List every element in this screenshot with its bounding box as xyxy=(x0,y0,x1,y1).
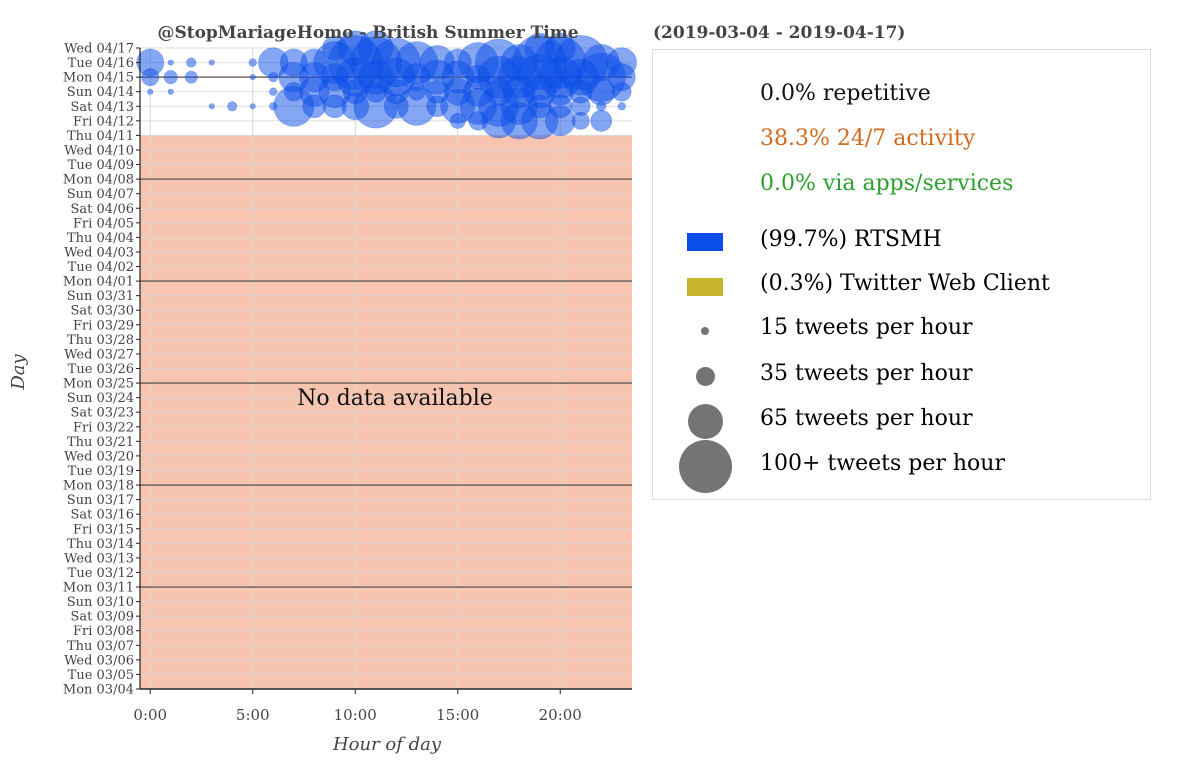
y-tick-label: Thu 04/04 xyxy=(67,231,134,246)
y-tick-label: Fri 03/08 xyxy=(73,624,134,639)
x-tick-label: 10:00 xyxy=(334,706,377,724)
y-tick-label: Wed 04/17 xyxy=(64,42,134,57)
y-tick-label: Tue 03/26 xyxy=(68,362,134,377)
legend-size-100: 100+ tweets per hour xyxy=(760,451,1005,476)
x-axis-label: Hour of day xyxy=(332,734,442,755)
legend-size-dot-65 xyxy=(688,404,723,439)
y-tick-label: Wed 04/10 xyxy=(64,143,134,158)
y-tick-label: Sat 04/13 xyxy=(71,100,134,115)
y-tick-label: Sun 03/10 xyxy=(67,595,134,610)
y-axis-label: Day xyxy=(8,354,29,391)
y-tick-label: Sat 03/30 xyxy=(71,304,134,319)
data-point xyxy=(184,70,198,84)
x-tick-labels: 0:00 5:00 10:00 15:00 20:00 xyxy=(133,706,581,724)
legend-size-15: 15 tweets per hour xyxy=(760,315,973,340)
data-points xyxy=(136,30,637,140)
data-point xyxy=(617,102,626,111)
data-point xyxy=(147,88,154,95)
y-tick-label: Mon 03/25 xyxy=(63,377,134,392)
y-tick-label: Thu 03/14 xyxy=(67,537,134,552)
data-point xyxy=(208,103,215,110)
legend-size-dot-15 xyxy=(701,327,709,335)
y-tick-label: Sun 03/24 xyxy=(67,391,134,406)
no-data-label: No data available xyxy=(297,386,493,411)
data-point xyxy=(136,48,165,77)
y-tick-label: Mon 04/01 xyxy=(63,275,134,290)
data-point xyxy=(227,101,238,112)
y-tick-label: Tue 03/12 xyxy=(68,566,134,581)
data-point xyxy=(186,57,197,68)
y-tick-label: Tue 04/16 xyxy=(68,56,134,71)
y-tick-label: Fri 03/29 xyxy=(73,318,134,333)
y-tick-label: Fri 03/22 xyxy=(73,420,134,435)
y-tick-label: Fri 04/05 xyxy=(73,216,134,231)
y-tick-label: Thu 03/21 xyxy=(67,435,134,450)
y-tick-label: Sat 03/09 xyxy=(71,610,134,625)
y-tick-label: Sat 03/23 xyxy=(71,406,134,421)
y-tick-label: Mon 04/08 xyxy=(63,173,134,188)
y-tick-label: Wed 03/20 xyxy=(64,449,134,464)
y-tick-label: Mon 03/04 xyxy=(63,683,134,698)
data-point xyxy=(545,32,576,64)
axes xyxy=(136,47,632,694)
legend-size-dot-100 xyxy=(679,440,732,493)
y-tick-label: Thu 04/11 xyxy=(67,129,134,144)
legend-source-twitter-web-client: (0.3%) Twitter Web Client xyxy=(760,271,1050,296)
data-point xyxy=(358,30,394,66)
data-point xyxy=(248,58,257,67)
legend-size-65: 65 tweets per hour xyxy=(760,406,973,431)
x-tick-label: 0:00 xyxy=(133,706,167,724)
legend-source-rtsmh: (99.7%) RTSMH xyxy=(760,227,942,252)
data-point xyxy=(163,70,178,85)
data-point xyxy=(208,59,215,66)
y-tick-label: Mon 03/18 xyxy=(63,479,134,494)
y-tick-label: Mon 03/11 xyxy=(63,581,134,596)
data-point xyxy=(269,87,278,96)
y-tick-label: Wed 03/13 xyxy=(64,551,134,566)
data-point xyxy=(249,103,256,110)
y-tick-label: Fri 04/12 xyxy=(73,114,134,129)
y-tick-label: Thu 03/28 xyxy=(67,333,134,348)
y-tick-label: Sun 04/07 xyxy=(67,187,134,202)
x-tick-label: 15:00 xyxy=(436,706,479,724)
y-tick-label: Wed 04/03 xyxy=(64,245,134,260)
legend-size-35: 35 tweets per hour xyxy=(760,361,973,386)
legend-stat-apps-services: 0.0% via apps/services xyxy=(760,171,1014,196)
y-tick-label: Fri 03/15 xyxy=(73,522,134,537)
y-tick-label: Tue 03/05 xyxy=(68,668,134,683)
date-range-label: (2019-03-04 - 2019-04-17) xyxy=(653,23,905,43)
y-tick-label: Tue 04/02 xyxy=(68,260,134,275)
x-tick-label: 5:00 xyxy=(236,706,270,724)
data-point xyxy=(167,88,174,95)
y-tick-label: Tue 04/09 xyxy=(68,158,134,173)
data-point xyxy=(167,59,174,66)
data-point xyxy=(590,109,613,132)
y-tick-label: Sun 03/31 xyxy=(67,289,134,304)
legend-swatch-twitter-web-client xyxy=(687,278,723,296)
y-tick-label: Thu 03/07 xyxy=(67,639,134,654)
y-tick-label: Wed 03/06 xyxy=(64,653,134,668)
legend: 0.0% repetitive 38.3% 24/7 activity 0.0%… xyxy=(652,49,1151,500)
x-tick-label: 20:00 xyxy=(539,706,582,724)
chart-title: @StopMariageHomo - British Summer Time xyxy=(157,23,578,43)
y-tick-label: Wed 03/27 xyxy=(64,347,134,362)
data-point xyxy=(606,47,637,78)
legend-size-dot-35 xyxy=(696,367,715,386)
legend-stat-24-7-activity: 38.3% 24/7 activity xyxy=(760,126,976,151)
y-tick-label: Sun 03/17 xyxy=(67,493,134,508)
legend-stat-repetitive: 0.0% repetitive xyxy=(760,81,931,106)
y-tick-label: Sat 03/16 xyxy=(71,508,134,523)
data-point xyxy=(249,74,256,81)
legend-swatch-rtsmh xyxy=(687,233,723,251)
y-tick-label: Tue 03/19 xyxy=(68,464,134,479)
y-tick-label: Sat 04/06 xyxy=(71,202,134,217)
y-tick-label: Sun 04/14 xyxy=(67,85,134,100)
y-tick-label: Mon 04/15 xyxy=(63,71,134,86)
